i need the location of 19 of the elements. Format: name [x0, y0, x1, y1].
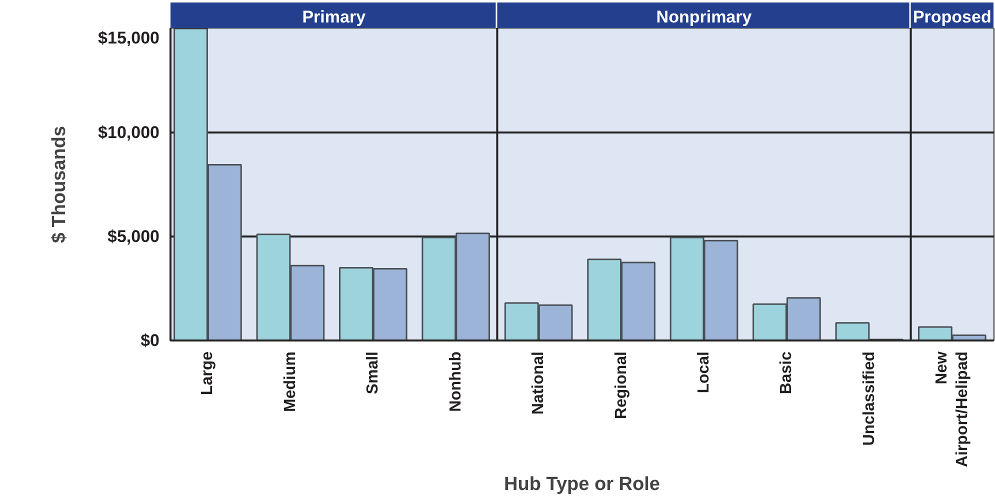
x-tick-label: New Airport/Helipad: [933, 350, 971, 468]
y-tick-label: $10,000: [98, 123, 160, 142]
x-tick-label: Basic: [778, 351, 796, 394]
y-tick-label: $15,000: [98, 28, 160, 48]
x-tick-label: Medium: [282, 351, 299, 412]
y-tick-label: $0: [140, 331, 160, 350]
x-tick-label: Regional: [612, 352, 630, 420]
x-tick-label: Large: [199, 351, 216, 396]
y-tick-label: $5,000: [108, 227, 160, 246]
x-tick-label: Small: [364, 352, 382, 394]
x-axis-title: Hub Type or Role: [504, 474, 660, 496]
band-label: Nonprimary: [656, 7, 752, 26]
x-tick-label: Unclassified: [860, 351, 878, 446]
y-axis-title: $ Thousands: [49, 126, 70, 244]
band-label: Primary: [302, 7, 366, 26]
x-tick-label: Nonhub: [447, 351, 464, 412]
band-label: Proposed: [912, 7, 992, 26]
x-tick-label: National: [530, 351, 548, 415]
x-tick-label: Local: [696, 351, 713, 394]
